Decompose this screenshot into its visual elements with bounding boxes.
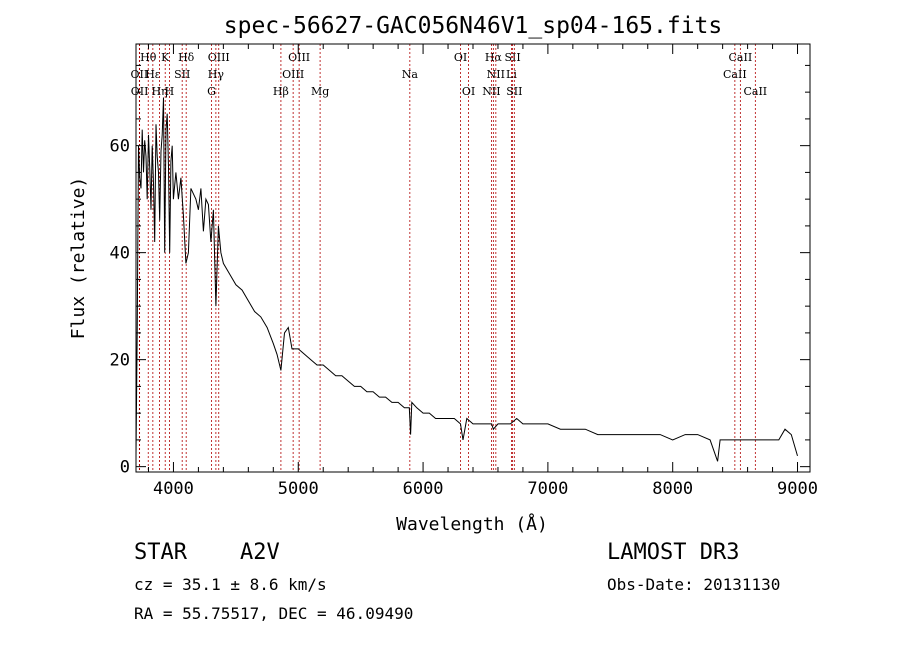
line-label-23: Li — [506, 68, 517, 81]
y-tick-label-0: 0 — [120, 458, 130, 478]
chart-title: spec-56627-GAC056N46V1_sp04-165.fits — [224, 13, 723, 39]
line-label-26: CaII — [723, 68, 747, 81]
line-label-16: Na — [402, 68, 419, 81]
coordinates-label: RA = 55.75517, DEC = 46.09490 — [134, 604, 414, 623]
x-tick-label-9000: 9000 — [777, 479, 818, 499]
x-tick-label-7000: 7000 — [527, 479, 568, 499]
line-label-3: H — [165, 85, 175, 98]
line-label-12: OIII — [288, 51, 310, 64]
line-label-21: NII — [482, 85, 500, 98]
line-label-4: OII — [131, 68, 149, 81]
line-label-10: Hγ — [208, 68, 225, 81]
y-tick-label-20: 20 — [110, 351, 130, 371]
x-axis-label: Wavelength (Å) — [396, 513, 548, 535]
spectrum-line — [135, 97, 798, 462]
line-label-13: OIII — [282, 68, 304, 81]
line-label-19: Hα — [485, 51, 503, 64]
line-label-6: Hη — [151, 85, 167, 98]
line-label-25: CaII — [729, 51, 753, 64]
x-tick-label-6000: 6000 — [403, 479, 444, 499]
line-label-17: OI — [454, 51, 467, 64]
line-label-11: G — [207, 85, 216, 98]
x-tick-label-4000: 4000 — [153, 479, 194, 499]
y-axis-label: Flux (relative) — [68, 177, 89, 340]
survey-label: LAMOST DR3 — [607, 540, 740, 565]
x-tick-label-5000: 5000 — [278, 479, 319, 499]
plot-frame — [135, 43, 811, 473]
line-label-20: NII — [487, 68, 505, 81]
line-label-27: CaII — [743, 85, 767, 98]
subclass-label: A2V — [240, 540, 280, 565]
line-label-0: Hθ — [140, 51, 157, 64]
line-label-8: Hδ — [178, 51, 195, 64]
y-tick-label-60: 60 — [110, 137, 130, 157]
line-label-2: K — [161, 51, 170, 64]
class-label: STAR — [134, 540, 187, 565]
line-label-15: Mg — [311, 85, 329, 98]
spectrum-chart: spec-56627-GAC056N46V1_sp04-165.fits HθH… — [68, 13, 818, 535]
line-label-9: OIII — [208, 51, 230, 64]
line-label-7: SII — [174, 68, 190, 81]
y-tick-label-40: 40 — [110, 244, 130, 264]
line-label-14: Hβ — [273, 85, 289, 98]
spectral-line-markers: Hθ HεK H OII OII Hη SII Hδ OIII Hγ G OIII OIII Hβ Mg Na… — [131, 44, 767, 472]
redshift-label: cz = 35.1 ± 8.6 km/s — [134, 575, 327, 594]
obs-date-label: Obs-Date: 20131130 — [607, 575, 781, 594]
line-label-1: Hε — [145, 68, 161, 81]
line-label-18: OI — [462, 85, 475, 98]
line-label-22: SII — [504, 51, 520, 64]
line-label-5: OII — [131, 85, 149, 98]
axis-ticks: 4000 5000 6000 7000 8000 9000 0 20 40 60 — [110, 44, 818, 499]
x-tick-label-8000: 8000 — [652, 479, 693, 499]
line-label-24: SII — [506, 85, 522, 98]
